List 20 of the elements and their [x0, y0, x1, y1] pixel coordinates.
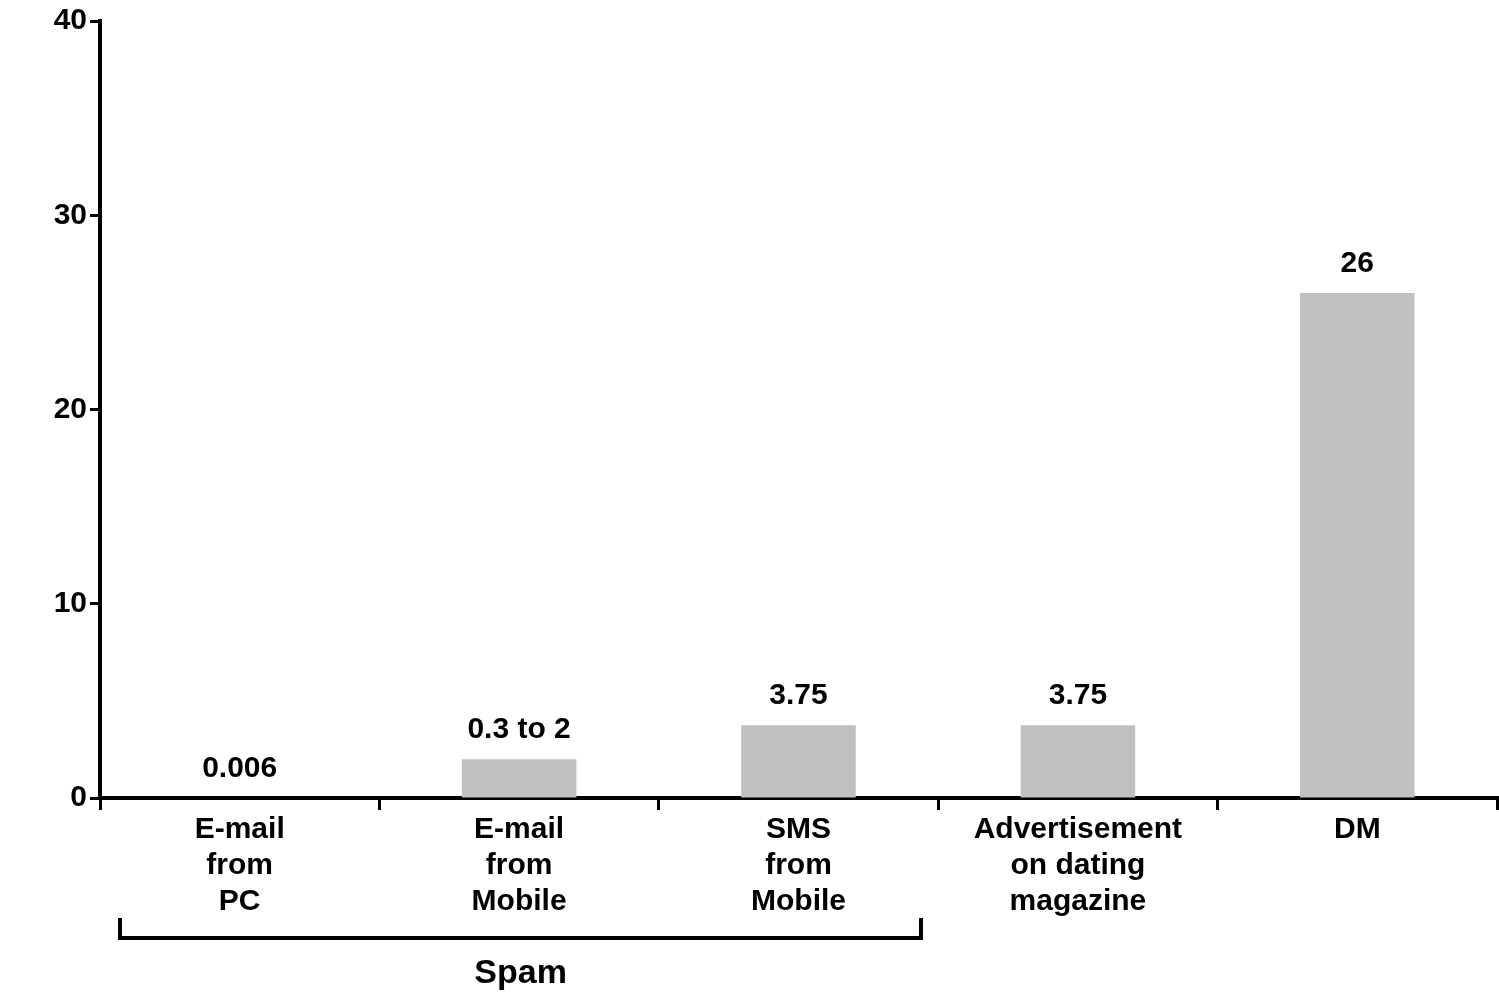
- data-label: 3.75: [1048, 677, 1108, 711]
- y-tick-label: 20: [53, 390, 87, 424]
- x-tick-label: DM: [1333, 811, 1381, 845]
- data-label: 3.75: [769, 677, 828, 711]
- y-tick-label: 30: [53, 196, 87, 230]
- bar: [1020, 725, 1136, 798]
- data-label: 0.006: [202, 750, 278, 784]
- y-tick-label: 10: [53, 585, 87, 619]
- bar: [741, 725, 856, 798]
- data-label: 26: [1340, 245, 1374, 279]
- x-tick-label: Advertisement on dating magazine: [973, 811, 1183, 917]
- bar: [1300, 292, 1415, 798]
- bar: [461, 759, 577, 798]
- x-tick-label: E-mail from PC: [194, 811, 285, 917]
- data-label: 0.3 to 2: [467, 711, 571, 745]
- y-tick-label: 40: [53, 2, 87, 36]
- text: Spam: [474, 952, 567, 991]
- x-tick-label: SMS from Mobile: [751, 811, 846, 917]
- y-tick-label: 0: [70, 779, 87, 813]
- x-tick-label: E-mail from Mobile: [471, 811, 567, 917]
